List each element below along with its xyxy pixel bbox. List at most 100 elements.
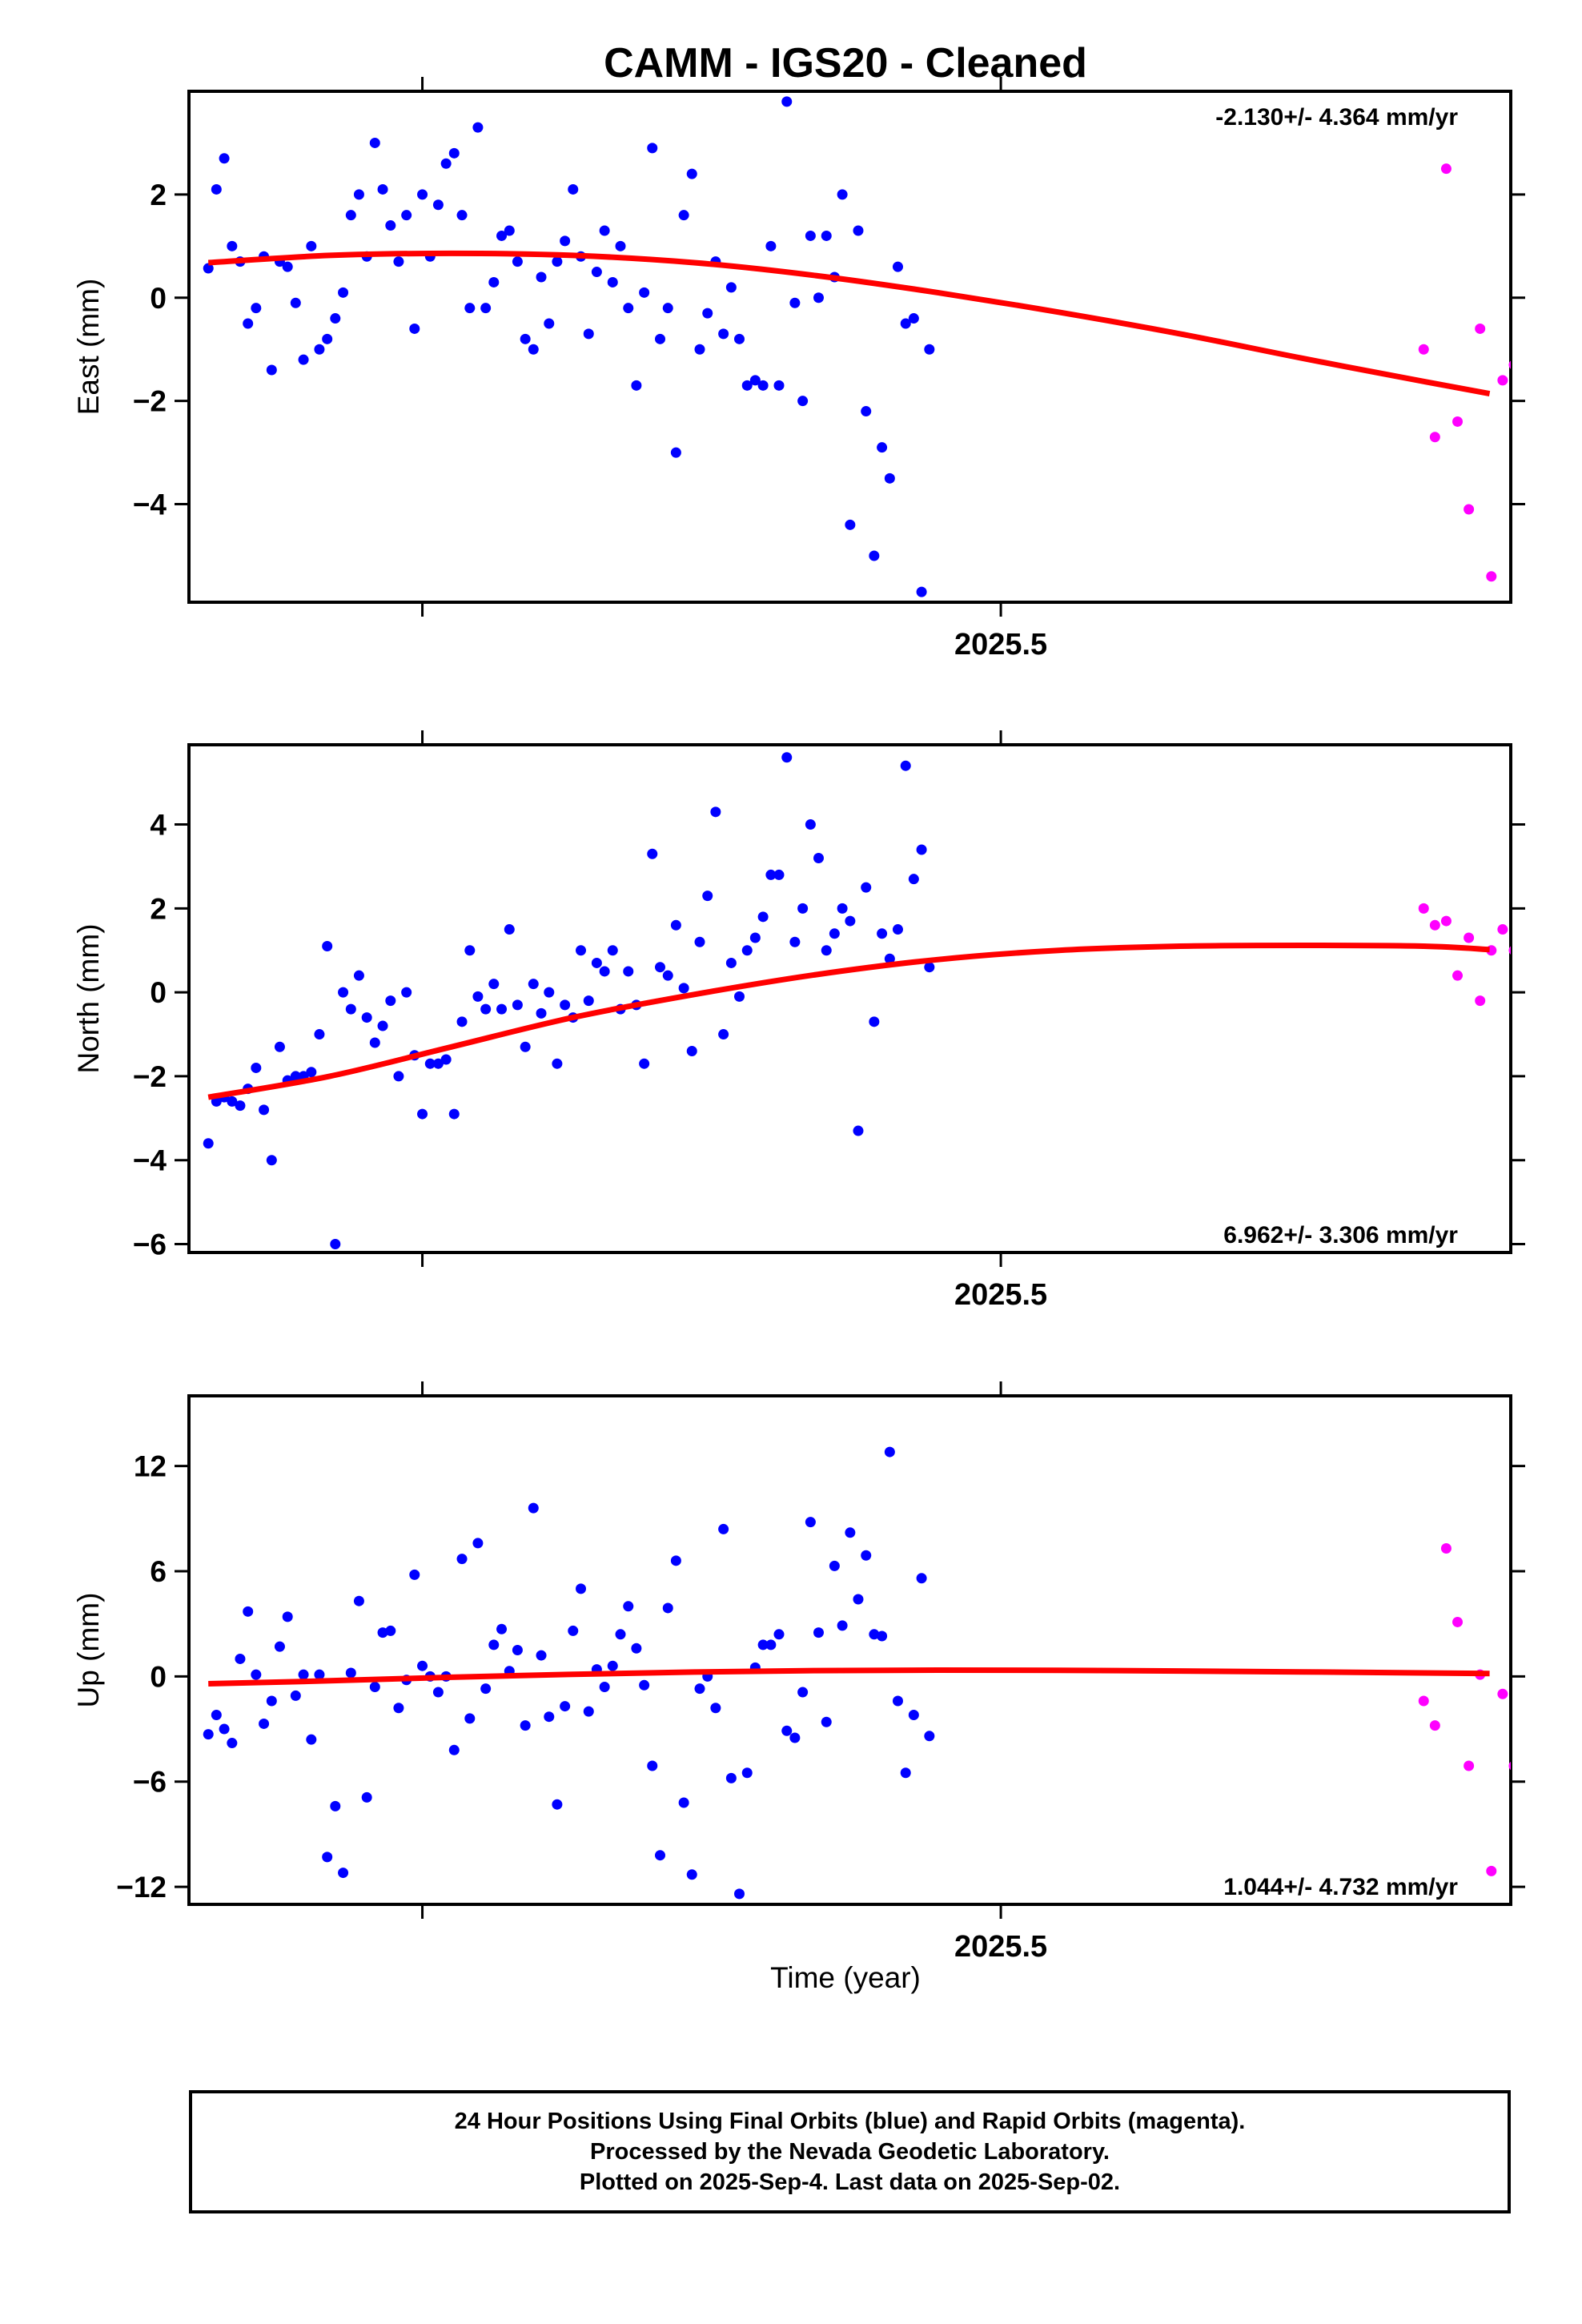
east-final-point xyxy=(338,287,349,298)
east-final-point xyxy=(1130,0,1141,6)
north-final-point xyxy=(322,941,333,952)
east-final-point xyxy=(290,297,301,308)
north-final-point xyxy=(528,979,539,990)
east-final-point xyxy=(988,0,998,6)
east-x-tick-label: 2025.5 xyxy=(954,628,1047,661)
north-final-point xyxy=(924,962,935,973)
east-final-point xyxy=(797,396,809,407)
north-final-point xyxy=(725,957,737,968)
east-final-point xyxy=(892,261,903,272)
north-final-point xyxy=(338,987,349,998)
up-rapid-point xyxy=(1464,1760,1475,1771)
north-final-point xyxy=(757,911,769,923)
east-final-point xyxy=(765,240,777,251)
north-fit-curve xyxy=(207,943,1490,1100)
up-final-point xyxy=(330,1800,341,1811)
north-rapid-point xyxy=(1508,946,1511,955)
north-rapid-point xyxy=(1464,932,1475,943)
up-final-point xyxy=(1011,0,1022,6)
north-final-point xyxy=(1059,0,1070,6)
up-final-point xyxy=(1281,0,1291,6)
east-rapid-point xyxy=(1452,416,1464,427)
north-final-point xyxy=(1320,0,1331,6)
north-final-point xyxy=(314,1029,325,1040)
up-y-axis-title: Up (mm) xyxy=(72,1593,105,1708)
north-final-point xyxy=(385,995,396,1007)
north-final-point xyxy=(369,1037,380,1048)
east-final-point xyxy=(448,147,460,159)
north-y-axis-title: North (mm) xyxy=(72,923,105,1073)
north-final-point xyxy=(749,932,761,943)
up-final-point xyxy=(980,0,990,6)
up-final-point xyxy=(1423,0,1434,6)
east-final-point xyxy=(1003,0,1014,6)
east-final-point xyxy=(956,0,966,6)
east-fit-curve xyxy=(207,250,1491,397)
east-data-layer xyxy=(203,0,1511,597)
north-final-point xyxy=(908,874,919,885)
up-final-point xyxy=(1178,0,1188,6)
up-rapid-point xyxy=(1429,1720,1440,1731)
north-final-point xyxy=(1456,0,1466,6)
up-final-point xyxy=(821,1716,832,1727)
east-final-point xyxy=(805,230,816,241)
up-final-point xyxy=(583,1706,594,1717)
up-final-point xyxy=(361,1791,372,1803)
east-final-point xyxy=(1304,0,1315,6)
east-final-point xyxy=(908,313,919,324)
up-final-point xyxy=(1472,0,1482,6)
north-rapid-point xyxy=(1429,919,1440,931)
up-final-point xyxy=(813,1627,824,1638)
north-final-point xyxy=(1067,0,1078,6)
north-final-point xyxy=(916,844,927,855)
north-final-point xyxy=(1328,0,1339,6)
east-final-point xyxy=(1059,0,1070,6)
east-y-tick-label: −4 xyxy=(133,489,167,521)
north-final-point xyxy=(1114,0,1125,6)
up-plot-frame xyxy=(187,1394,1512,1906)
north-final-point xyxy=(274,1041,285,1052)
up-final-point xyxy=(1082,0,1093,6)
east-final-point xyxy=(1320,0,1331,6)
east-final-point xyxy=(718,328,729,340)
north-final-point xyxy=(1138,0,1149,6)
up-final-point xyxy=(1344,0,1355,6)
north-rapid-point xyxy=(1452,970,1464,981)
north-final-point xyxy=(980,0,990,6)
north-final-point xyxy=(251,1062,262,1073)
east-final-point xyxy=(568,183,579,195)
north-final-point xyxy=(1472,0,1482,6)
east-final-point xyxy=(1273,0,1283,6)
north-final-point xyxy=(741,945,753,956)
up-rapid-point xyxy=(1418,1695,1429,1707)
north-rapid-point xyxy=(1497,924,1508,935)
up-final-point xyxy=(568,1625,579,1636)
north-final-point xyxy=(821,945,832,956)
north-final-point xyxy=(1186,0,1196,6)
east-final-point xyxy=(670,447,681,458)
east-final-point xyxy=(1249,0,1259,6)
north-final-point xyxy=(1082,0,1093,6)
north-final-point xyxy=(576,945,587,956)
north-final-point xyxy=(544,987,555,998)
north-final-point xyxy=(1130,0,1141,6)
north-final-point xyxy=(1281,0,1291,6)
up-final-point xyxy=(1154,0,1165,6)
up-final-point xyxy=(892,1695,903,1707)
north-final-point xyxy=(1376,0,1387,6)
north-final-point xyxy=(1194,0,1204,6)
north-final-point xyxy=(472,991,484,1002)
up-final-point xyxy=(1043,0,1054,6)
east-final-point xyxy=(1472,0,1482,6)
up-final-point xyxy=(948,0,958,6)
north-y-tick-label: 2 xyxy=(150,892,167,925)
up-final-point xyxy=(940,0,950,6)
east-final-point xyxy=(813,292,824,304)
north-final-point xyxy=(1399,0,1410,6)
up-final-point xyxy=(1130,0,1141,6)
up-final-point xyxy=(203,1729,214,1740)
north-final-point xyxy=(424,1058,436,1069)
east-y-tick-label: −2 xyxy=(133,385,167,418)
up-final-point xyxy=(1257,0,1267,6)
north-final-point xyxy=(1178,0,1188,6)
